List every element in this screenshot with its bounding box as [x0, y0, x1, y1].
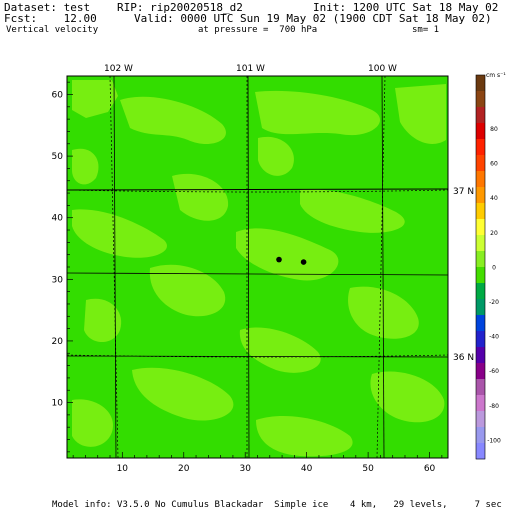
colorbar-swatch — [476, 331, 485, 348]
y-tick-label: 10 — [52, 399, 64, 409]
field-patch — [132, 367, 234, 421]
station-dot — [276, 256, 282, 263]
y-tick-label: 60 — [52, 90, 64, 100]
field-patch — [72, 209, 167, 258]
field-patch — [72, 148, 99, 185]
colorbar-frame — [475, 74, 486, 460]
longitude-label-101w: 101 W — [236, 64, 265, 74]
colorbar-swatch — [476, 251, 485, 268]
valid-time: Valid: 0000 UTC Sun 19 May 02 (1900 CDT … — [134, 12, 492, 25]
colorbar-swatch — [476, 235, 485, 252]
field-patch — [84, 298, 122, 342]
station-dot — [300, 259, 307, 265]
x-tick-label: 60 — [424, 464, 436, 474]
field-patch — [72, 80, 118, 118]
colorbar-label: 20 — [490, 230, 498, 237]
latitude-label-36n: 36 N — [453, 353, 474, 363]
field-patch — [395, 84, 446, 144]
colorbar-swatch — [476, 395, 485, 412]
colorbar-label: -60 — [489, 368, 499, 375]
y-tick-label: 20 — [52, 337, 64, 347]
init-time: Init: 1200 UTC Sat 18 May 02 — [313, 1, 499, 14]
colorbar-swatch — [476, 155, 485, 172]
field-patch — [149, 264, 226, 317]
colorbar-label: 40 — [490, 195, 498, 202]
field-patch — [72, 399, 113, 447]
colorbar-swatch — [476, 315, 485, 332]
colorbar-swatch — [476, 379, 485, 396]
vertical-velocity-field — [72, 80, 446, 457]
y-tick-label: 50 — [52, 152, 64, 162]
colorbar-label: -40 — [489, 334, 499, 341]
colorbar-swatch — [476, 75, 485, 92]
colorbar-swatch — [476, 283, 485, 300]
rip-label: RIP: rip20020518_d2 — [117, 1, 243, 14]
colorbar-label: 60 — [490, 161, 498, 168]
pressure-level: at pressure = 700 hPa — [198, 25, 318, 35]
colorbar-swatch — [476, 203, 485, 220]
colorbar-swatch — [476, 91, 485, 108]
dataset-label: Dataset: test — [4, 1, 91, 14]
field-patch — [300, 189, 405, 233]
field-patch — [370, 371, 445, 423]
x-tick-label: 10 — [117, 464, 129, 474]
colorbar-swatch — [476, 299, 485, 316]
colorbar-swatch — [476, 107, 485, 124]
colorbar-swatch — [476, 139, 485, 156]
colorbar-labels: 80 60 40 20 0 -20 -40 -60 -80 -100 — [487, 126, 501, 444]
field-patch — [255, 90, 381, 136]
colorbar-swatch — [476, 411, 485, 428]
model-info: Model info: V3.5.0 No Cumulus Blackadar … — [52, 500, 502, 510]
colorbar-swatch — [476, 347, 485, 364]
station-markers — [276, 256, 307, 265]
x-tick-label: 20 — [178, 464, 190, 474]
colorbar-swatch — [476, 171, 485, 188]
x-tick-label: 50 — [362, 464, 374, 474]
field-name: Vertical velocity — [6, 25, 99, 35]
field-patch — [239, 327, 321, 373]
latitude-label-37n: 37 N — [453, 187, 474, 197]
county-boundaries — [66, 75, 449, 459]
colorbar-swatch — [476, 267, 485, 284]
field-patch — [256, 415, 353, 457]
colorbar-label: -80 — [489, 403, 499, 410]
colorbar-label: -100 — [487, 437, 501, 444]
colorbar-unit: cm s⁻¹ — [486, 72, 506, 79]
forecast-hour: Fcst: 12.00 — [4, 12, 97, 25]
colorbar-swatch — [476, 363, 485, 380]
colorbar-label: 0 — [492, 264, 496, 271]
x-tick-label: 40 — [301, 464, 313, 474]
colorbar-swatch — [476, 427, 485, 444]
y-tick-label: 30 — [52, 275, 64, 285]
longitude-label-102w: 102 W — [104, 64, 133, 74]
colorbar-label: 80 — [490, 126, 498, 133]
y-axis: 10 20 30 40 50 60 — [52, 81, 73, 453]
colorbar-swatch — [476, 443, 485, 460]
colorbar — [475, 74, 486, 460]
x-tick-label: 30 — [239, 464, 251, 474]
colorbar-label: -20 — [489, 299, 499, 306]
field-patch — [120, 96, 226, 145]
smoothing-label: sm= 1 — [412, 25, 440, 35]
colorbar-swatch — [476, 187, 485, 204]
longitude-label-100w: 100 W — [368, 64, 397, 74]
field-patch — [172, 173, 229, 221]
colorbar-swatch — [476, 123, 485, 140]
colorbar-swatch — [476, 219, 485, 236]
field-patch — [236, 228, 339, 281]
y-tick-label: 40 — [52, 214, 64, 224]
x-axis: 10 20 30 40 50 60 — [72, 452, 443, 474]
field-patch — [258, 136, 294, 176]
